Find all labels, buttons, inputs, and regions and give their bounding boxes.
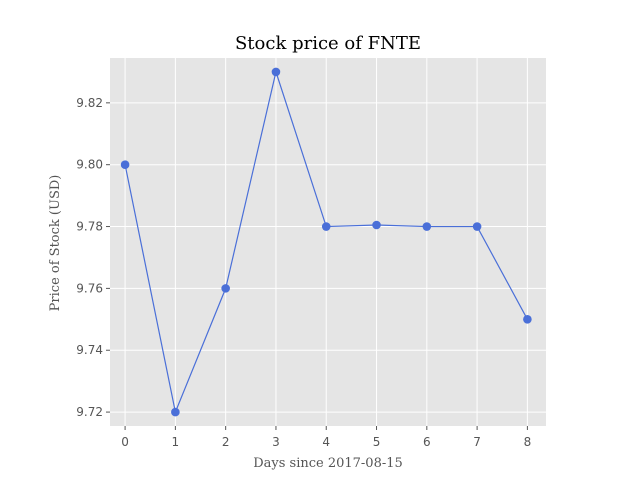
plot-area: [110, 58, 546, 426]
y-tick-label: 9.72: [76, 405, 103, 419]
y-axis-label: Price of Stock (USD): [48, 175, 63, 312]
data-point: [372, 220, 381, 230]
y-tick-label: 9.82: [76, 96, 103, 110]
data-point: [523, 315, 532, 324]
x-gridlines: [124, 58, 528, 426]
x-tick-label: 0: [121, 435, 129, 449]
data-point: [221, 284, 230, 293]
chart-title: Stock price of FNTE: [235, 33, 421, 54]
x-axis-label: Days since 2017-08-15: [253, 456, 403, 471]
x-axis-ticks: 0 1 2 3 4 5 6 7 8: [121, 426, 531, 449]
x-tick-label: 8: [524, 435, 532, 449]
y-tick-label: 9.76: [76, 281, 103, 295]
y-tick-label: 9.80: [76, 158, 103, 172]
data-point: [271, 67, 281, 77]
data-point: [422, 222, 432, 231]
x-tick-label: 7: [473, 435, 481, 449]
x-tick-label: 2: [222, 435, 230, 449]
data-point: [120, 160, 130, 169]
x-tick-label: 5: [373, 435, 381, 449]
y-tick-label: 9.74: [76, 343, 103, 357]
series-group: [120, 67, 532, 417]
data-point: [171, 407, 180, 417]
y-axis-ticks: 9.72 9.74 9.76 9.78 9.80 9.82: [76, 96, 110, 419]
x-tick-label: 4: [322, 435, 330, 449]
data-point: [321, 222, 331, 231]
x-tick-label: 3: [272, 435, 280, 449]
x-tick-label: 6: [423, 435, 431, 449]
x-tick-label: 1: [172, 435, 180, 449]
y-tick-label: 9.78: [76, 220, 103, 234]
y-gridlines: [110, 102, 546, 413]
data-point: [472, 222, 482, 231]
